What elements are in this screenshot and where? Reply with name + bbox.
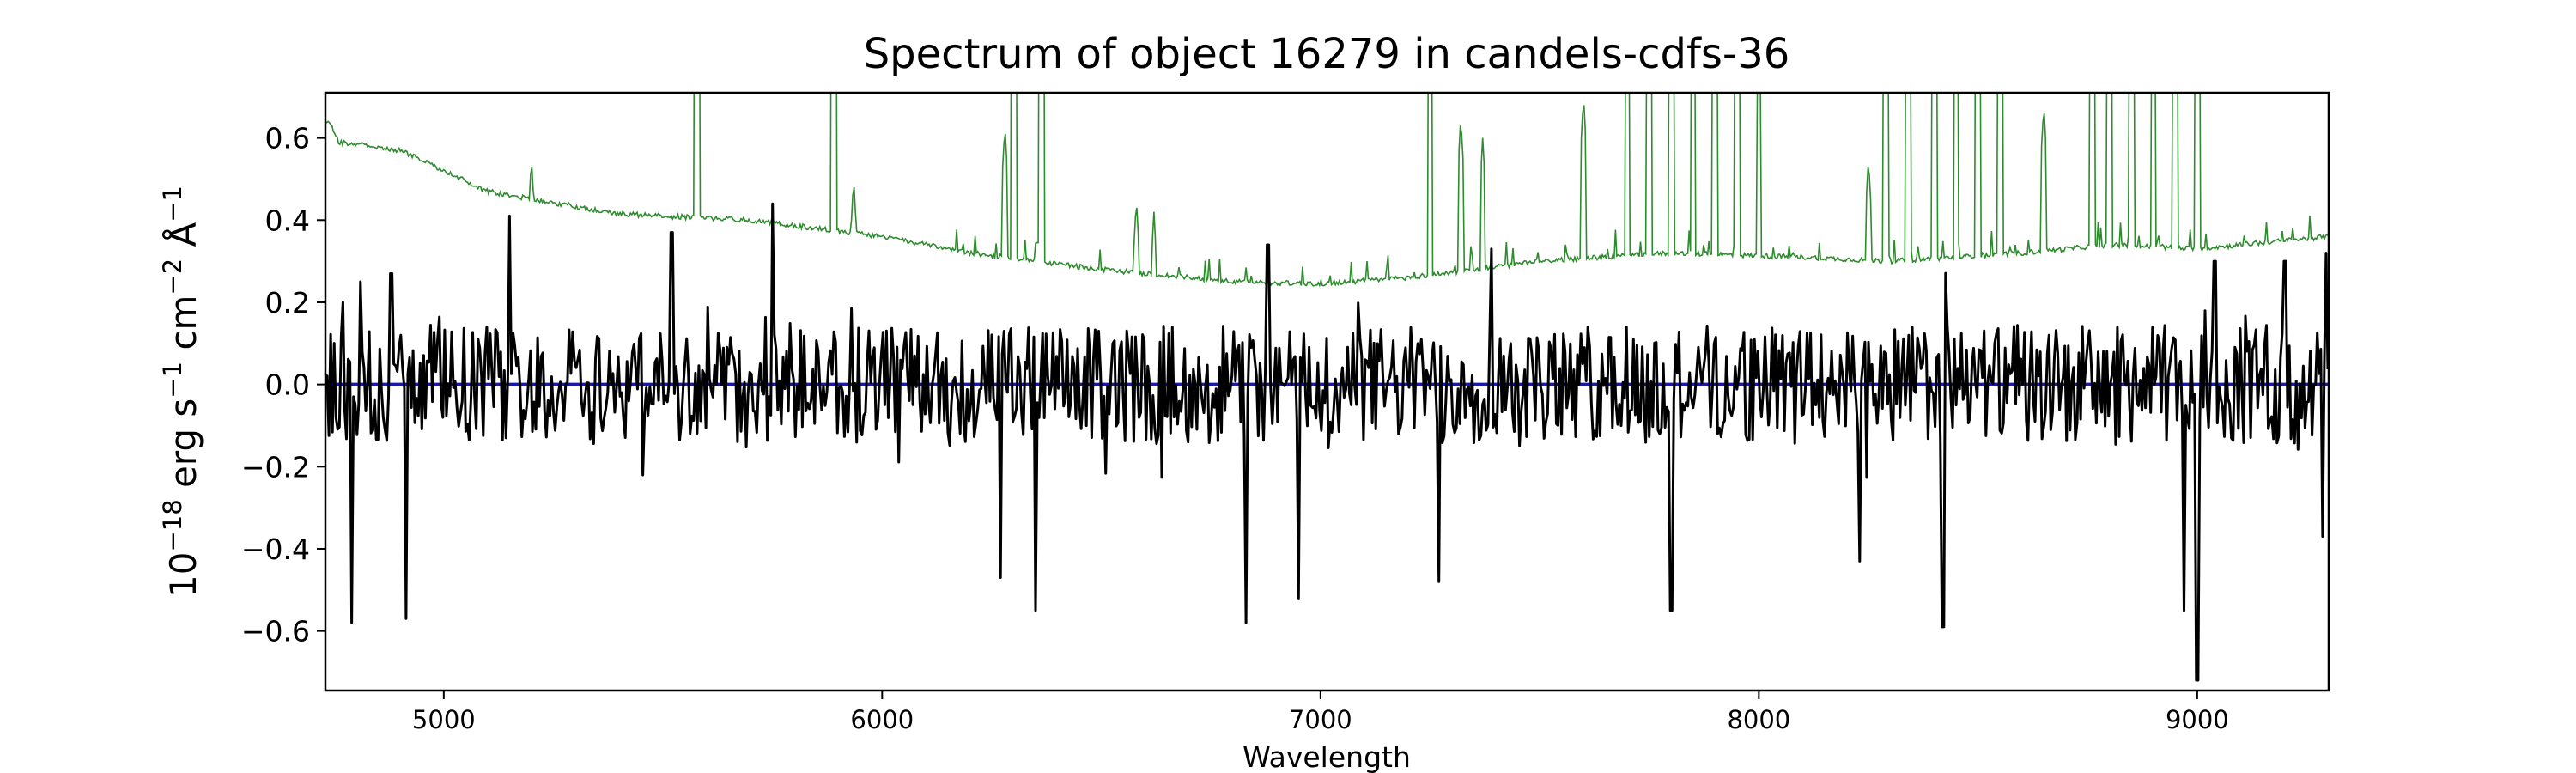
y-axis: −0.6 −0.4 −0.2 0.0 0.2 0.4 0.6: [241, 122, 325, 648]
x-tick-label: 8000: [1727, 705, 1790, 734]
y-tick-label: −0.6: [241, 615, 310, 648]
x-axis: 5000 6000 7000 8000 9000: [412, 691, 2229, 734]
y-tick-label: 0.6: [265, 122, 310, 155]
flux-series-line: [325, 202, 2329, 682]
y-axis-label: 10−18 erg s−1 cm−2 Å−1: [158, 186, 204, 598]
y-tick-label: 0.2: [265, 286, 310, 320]
x-axis-label: Wavelength: [1242, 740, 1411, 773]
x-tick-label: 7000: [1289, 705, 1352, 734]
plot-area: [325, 93, 2329, 682]
x-tick-label: 5000: [412, 705, 476, 734]
x-tick-label: 6000: [850, 705, 914, 734]
x-tick-label: 9000: [2166, 705, 2229, 734]
noise-series-line: [325, 93, 2329, 288]
y-tick-label: −0.4: [241, 533, 310, 566]
chart-title: Spectrum of object 16279 in candels-cdfs…: [864, 30, 1790, 78]
axes-frame: [324, 91, 2330, 692]
y-tick-label: 0.4: [265, 204, 310, 237]
y-tick-label: 0.0: [265, 368, 310, 402]
y-tick-label: −0.2: [241, 450, 310, 484]
